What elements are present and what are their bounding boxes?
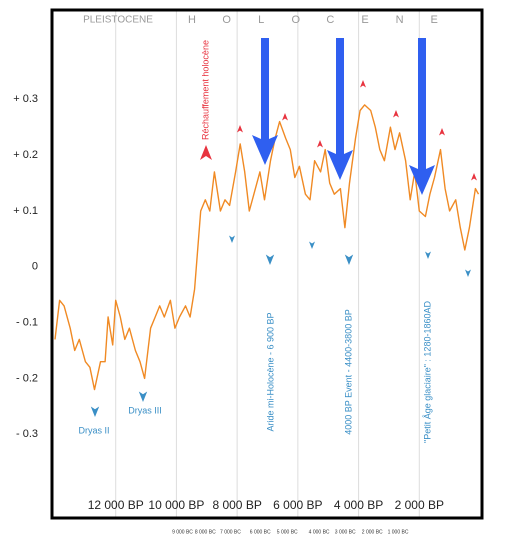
x2-tick-label: 3 000 BC [335, 529, 356, 535]
annotation: 4000 BP Event - 4400-3800 BP [343, 309, 353, 434]
y-tick-label: + 0.2 [13, 149, 38, 161]
warm-marker [360, 80, 366, 88]
x2-tick-label: 8 000 BC [195, 529, 216, 535]
big-arrow [409, 38, 435, 195]
cool-marker [309, 241, 315, 249]
cool-marker [425, 251, 431, 259]
x2-tick-label: 4 000 BC [309, 529, 330, 535]
big-arrow [252, 38, 278, 165]
y-tick-label: - 0.1 [16, 317, 38, 329]
cool-marker [229, 235, 235, 243]
plot-frame [50, 8, 484, 520]
x-tick-label: 10 000 BP [148, 498, 204, 512]
warm-marker [439, 128, 445, 136]
x2-tick-label: 7 000 BC [220, 529, 241, 535]
x2-tick-label: 1 000 BC [388, 529, 409, 535]
cool-marker [138, 391, 148, 402]
x2-tick-label: 5 000 BC [277, 529, 298, 535]
annotation: Réchauffement holocène [200, 40, 210, 140]
annotation: "Petit Âge glaciaire" : 1280-1860AD [422, 301, 432, 443]
x-tick-label: 2 000 BP [395, 498, 444, 512]
annotation: Dryas III [128, 405, 162, 415]
era-letter: L [258, 14, 264, 26]
annotation: Dryas II [78, 425, 109, 435]
x-tick-label: 4 000 BP [334, 498, 383, 512]
era-letter: C [326, 14, 334, 26]
warm-marker [471, 173, 477, 181]
x-tick-label: 12 000 BP [88, 498, 144, 512]
era-letter: H [188, 14, 196, 26]
cool-marker [465, 269, 471, 277]
cool-marker [344, 254, 354, 265]
x2-tick-label: 6 000 BC [250, 529, 271, 535]
warm-marker [200, 145, 212, 160]
warm-marker [237, 125, 243, 133]
big-arrow [327, 38, 353, 180]
series-line [54, 104, 480, 391]
cool-marker [90, 406, 100, 417]
warm-marker [282, 113, 288, 121]
y-tick-label: - 0.3 [16, 428, 38, 440]
era-letter: O [292, 14, 301, 26]
x-tick-label: 8 000 BP [212, 498, 261, 512]
era-label: PLEISTOCENE [83, 15, 153, 26]
x2-tick-label: 2 000 BC [362, 529, 383, 535]
y-tick-label: + 0.1 [13, 205, 38, 217]
warm-marker [317, 140, 323, 148]
x2-tick-label: 9 000 BC [172, 529, 193, 535]
era-letter: E [361, 14, 368, 26]
y-tick-label: 0 [32, 261, 38, 273]
annotation: Aride mi-Holocène - 6 900 BP [265, 312, 275, 431]
warm-marker [393, 110, 399, 118]
y-tick-label: - 0.2 [16, 372, 38, 384]
era-letter: O [222, 14, 231, 26]
y-tick-label: + 0.3 [13, 93, 38, 105]
cool-marker [265, 254, 275, 265]
era-letter: N [396, 14, 404, 26]
x-tick-label: 6 000 BP [273, 498, 322, 512]
era-letter: E [431, 14, 438, 26]
